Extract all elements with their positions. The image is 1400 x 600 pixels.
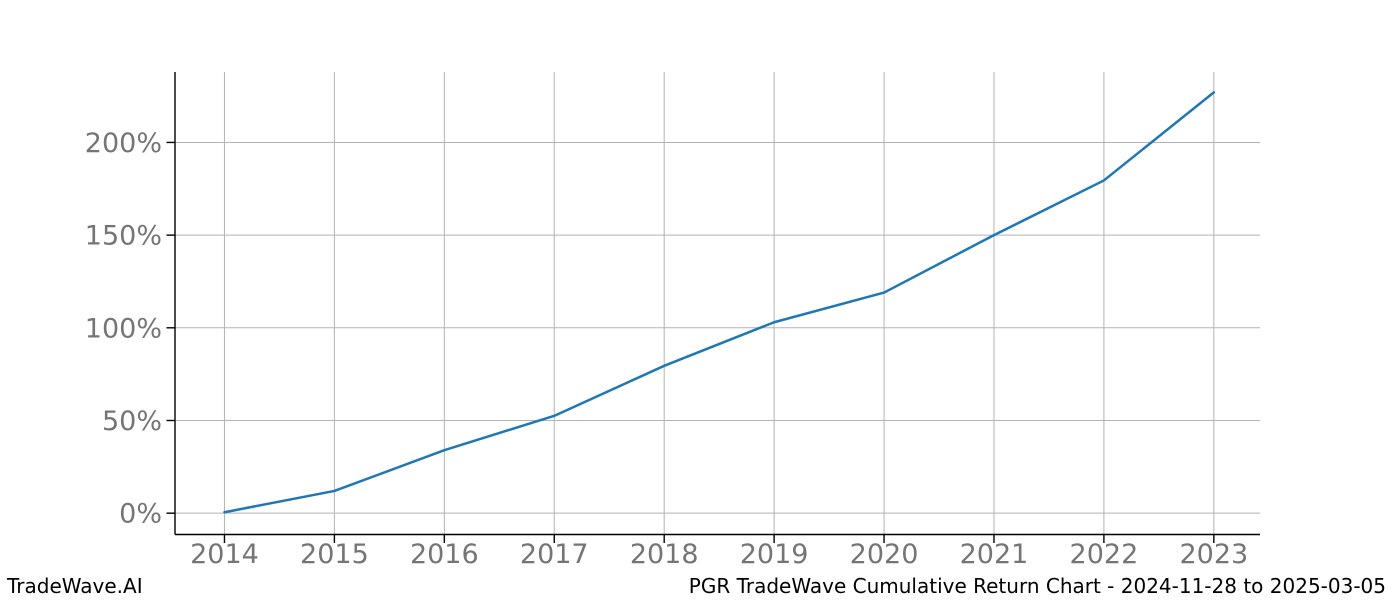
y-tick-label: 200% [85, 128, 162, 159]
x-tick-label: 2014 [190, 539, 259, 570]
x-tick-label: 2021 [960, 539, 1029, 570]
chart-caption: PGR TradeWave Cumulative Return Chart - … [688, 574, 1386, 598]
x-tick-label: 2019 [740, 539, 809, 570]
brand-watermark: TradeWave.AI [7, 574, 143, 598]
x-tick-label: 2023 [1179, 539, 1248, 570]
x-tick-label: 2015 [300, 539, 369, 570]
y-tick-label: 100% [85, 313, 162, 344]
x-tick-label: 2022 [1070, 539, 1139, 570]
x-tick-label: 2020 [850, 539, 919, 570]
y-tick-label: 50% [102, 406, 162, 437]
x-tick-label: 2016 [410, 539, 479, 570]
y-tick-label: 0% [119, 499, 162, 530]
x-tick-label: 2018 [630, 539, 699, 570]
x-tick-label: 2017 [520, 539, 589, 570]
y-tick-label: 150% [85, 221, 162, 252]
return-line [223, 91, 1216, 514]
